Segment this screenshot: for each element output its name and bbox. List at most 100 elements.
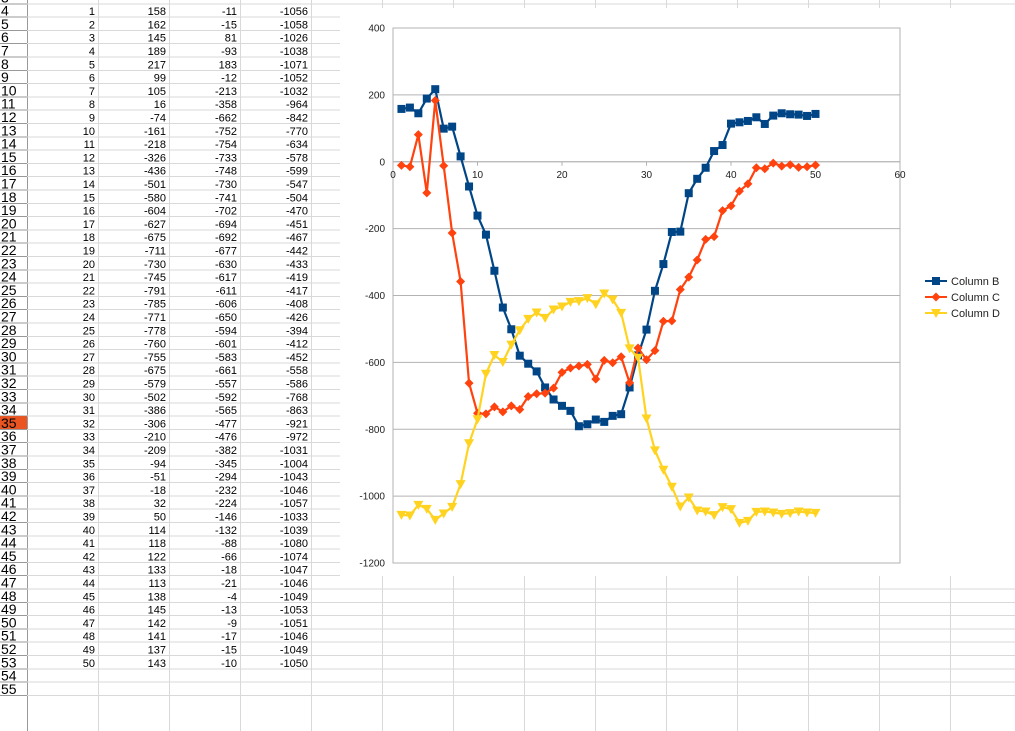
data-point[interactable] [506,401,516,411]
cell[interactable]: -209 [144,445,166,457]
cell[interactable]: -771 [144,312,166,324]
cell[interactable]: 11 [84,139,95,151]
data-point[interactable] [759,507,770,517]
data-point[interactable] [447,228,457,238]
data-point[interactable] [624,344,635,354]
data-point[interactable] [523,314,534,324]
row-header-8[interactable]: 8 [1,56,9,72]
data-point[interactable] [607,295,618,305]
cell[interactable]: 21 [83,272,95,284]
row-header-37[interactable]: 37 [1,442,17,458]
cell[interactable]: -12 [221,73,237,85]
series-column-b[interactable] [397,85,820,431]
cell[interactable]: -634 [286,139,308,151]
row-header-6[interactable]: 6 [1,29,9,45]
data-point[interactable] [514,326,525,336]
data-point[interactable] [751,163,761,173]
cell[interactable]: 138 [148,591,166,603]
cell[interactable]: -692 [215,232,237,244]
cell[interactable]: -558 [286,365,308,377]
row-header-9[interactable]: 9 [1,69,9,85]
cell[interactable]: -1038 [280,46,308,58]
data-point[interactable] [742,516,753,526]
row-header-51[interactable]: 51 [1,628,17,644]
data-point[interactable] [692,506,703,516]
row-header-24[interactable]: 24 [1,269,17,285]
cell[interactable]: 42 [83,551,95,563]
data-point[interactable] [777,161,787,171]
row-header-52[interactable]: 52 [1,641,17,657]
data-point[interactable] [549,383,559,393]
cell[interactable]: -436 [144,166,166,178]
cell[interactable]: -9 [227,618,237,630]
cell[interactable]: 7 [89,86,95,98]
cell[interactable]: -972 [286,432,308,444]
cell[interactable]: -842 [286,113,308,125]
cell[interactable]: 113 [148,578,166,590]
cell[interactable]: -586 [286,379,308,391]
row-header-48[interactable]: 48 [1,588,17,604]
data-point[interactable] [531,308,542,318]
data-point[interactable] [718,141,727,150]
row-header-17[interactable]: 17 [1,176,17,192]
cell[interactable]: -306 [144,418,166,430]
data-point[interactable] [802,508,813,518]
cell[interactable]: -611 [216,285,237,297]
data-point[interactable] [735,118,744,127]
data-point[interactable] [582,294,593,304]
cell[interactable]: -470 [286,206,308,218]
data-point[interactable] [675,284,685,294]
data-point[interactable] [404,511,415,521]
data-point[interactable] [456,276,466,286]
data-point[interactable] [490,266,499,275]
cell[interactable]: 43 [83,565,95,577]
cell[interactable]: -627 [144,219,166,231]
cell[interactable]: -1049 [280,645,308,657]
data-point[interactable] [693,174,702,183]
row-header-7[interactable]: 7 [1,43,9,59]
cell[interactable]: 16 [154,99,166,111]
data-point[interactable] [464,439,475,449]
data-point[interactable] [642,355,651,365]
data-point[interactable] [489,402,499,412]
cell[interactable]: -1050 [280,658,308,670]
data-point[interactable] [515,405,525,415]
cell[interactable]: -547 [286,179,308,191]
cell[interactable]: 99 [154,73,166,85]
cell[interactable]: -132 [215,525,237,537]
data-point[interactable] [565,297,576,307]
data-point[interactable] [811,160,820,170]
cell[interactable]: -964 [286,99,308,111]
cell[interactable]: -1046 [280,485,308,497]
row-header-49[interactable]: 49 [1,601,17,617]
cell[interactable]: -442 [286,246,308,258]
data-point[interactable] [684,272,694,282]
row-header-10[interactable]: 10 [1,82,17,98]
legend-marker[interactable] [931,309,941,318]
cell[interactable]: 3 [89,33,95,45]
row-header-19[interactable]: 19 [1,202,17,218]
data-point[interactable] [709,232,719,242]
cell[interactable]: -326 [144,152,166,164]
cell[interactable]: 9 [89,113,95,125]
cell[interactable]: -161 [144,126,166,138]
cell[interactable]: -11 [222,6,237,18]
row-header-27[interactable]: 27 [1,309,17,325]
cell[interactable]: 41 [83,538,95,550]
data-point[interactable] [591,374,601,384]
cell[interactable]: 137 [148,645,166,657]
data-point[interactable] [481,409,491,419]
cell[interactable]: 145 [148,33,166,45]
data-point[interactable] [515,351,524,360]
cell[interactable]: -213 [215,86,237,98]
data-point[interactable] [456,152,465,161]
data-point[interactable] [641,414,652,424]
cell[interactable]: 44 [83,578,95,590]
data-point[interactable] [574,422,583,431]
data-point[interactable] [751,507,762,517]
cell[interactable]: -426 [286,312,308,324]
data-point[interactable] [430,515,441,525]
cell[interactable]: -15 [221,645,237,657]
cell[interactable]: 25 [83,325,95,337]
